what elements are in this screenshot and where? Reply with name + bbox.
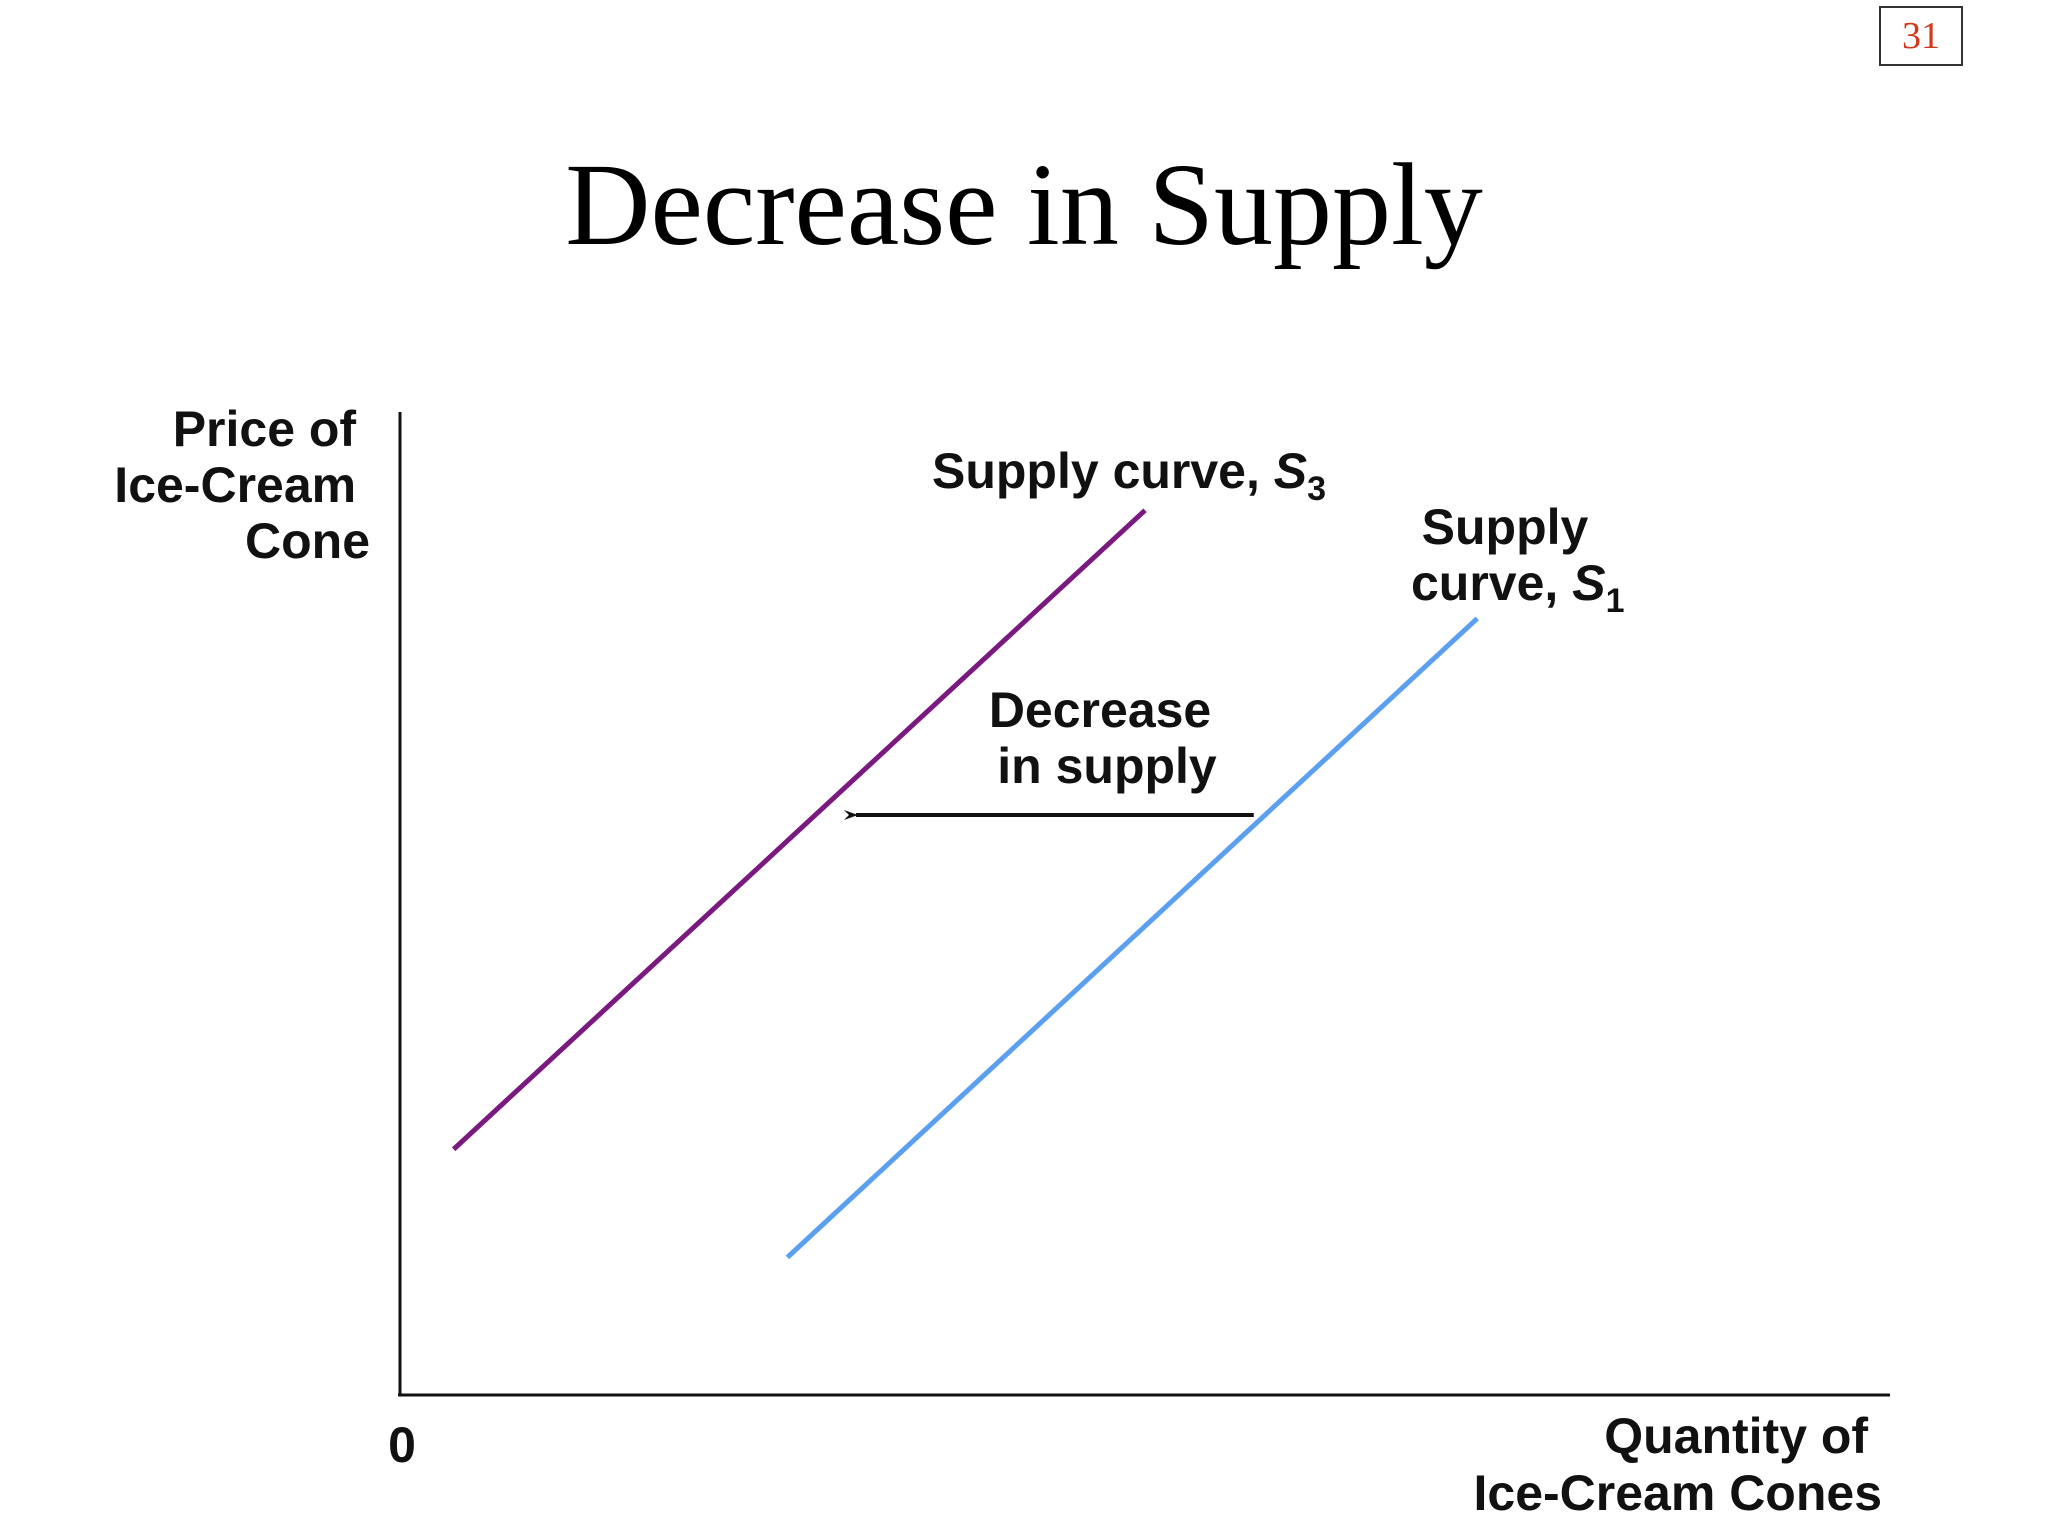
s1-label-line-1: Supply [1422,499,1589,555]
supply-curve-s1-label-line-2: curve, S1 [1411,555,1625,620]
decrease-label-line-2: in supply [997,738,1217,794]
y-axis-label-line-1: Price of [173,401,357,457]
slide-title: Decrease in Supply [565,139,1483,270]
y-axis-label-line-2: Ice-Cream [114,457,356,513]
origin-label: 0 [388,1417,416,1473]
x-axis-label-line-1: Quantity of [1604,1408,1868,1464]
decrease-label-line-1: Decrease [989,682,1211,738]
page-number: 31 [1879,6,1963,66]
supply-curve-s3-label: Supply curve, S3 [932,443,1326,508]
s3-label-text: Supply curve, [932,443,1274,499]
supply-curve-s3-line [451,508,1147,1152]
x-axis-label: Quantity of Ice-Cream Cones [1474,1408,1883,1521]
y-axis-label-line-3: Cone [245,513,370,569]
s1-label-text: curve, [1411,555,1572,611]
s1-label-subscript: 1 [1606,582,1625,620]
y-axis-label: Price of Ice-Cream Cone [114,401,370,569]
x-axis-label-line-2: Ice-Cream Cones [1474,1465,1883,1521]
s1-label-symbol: S [1572,555,1605,611]
supply-curve-s1-label: Supply [1422,499,1589,555]
decrease-in-supply-label: Decrease in supply [989,682,1225,794]
s3-label-symbol: S [1274,443,1307,499]
supply-curve-s1-line [785,616,1479,1260]
s3-label-subscript: 3 [1307,470,1326,508]
